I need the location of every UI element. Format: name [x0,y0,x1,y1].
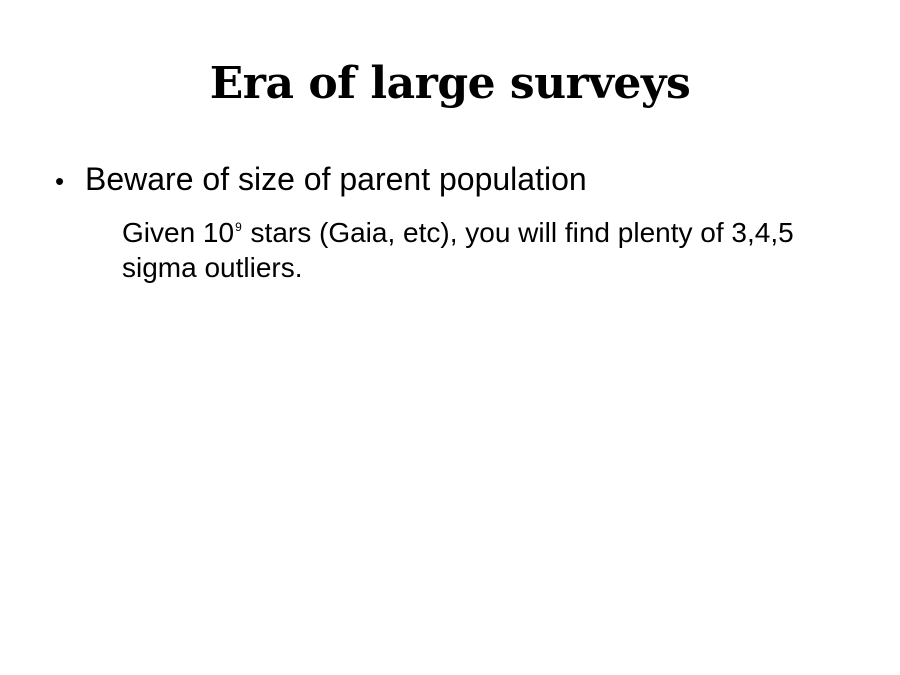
bullet-text: Beware of size of parent population [85,161,587,197]
sub-text-part1: Given 10 [122,217,235,248]
bullet-icon: • [55,166,65,196]
bullet-item: • Beware of size of parent population [55,158,855,202]
sub-bullet-text: Given 109 stars (Gaia, etc), you will fi… [122,210,842,285]
slide-title: Era of large surveys [209,58,691,109]
sub-text-part2: stars (Gaia, etc), you will find plenty … [122,217,794,283]
exponent-superscript: 9 [235,220,242,234]
